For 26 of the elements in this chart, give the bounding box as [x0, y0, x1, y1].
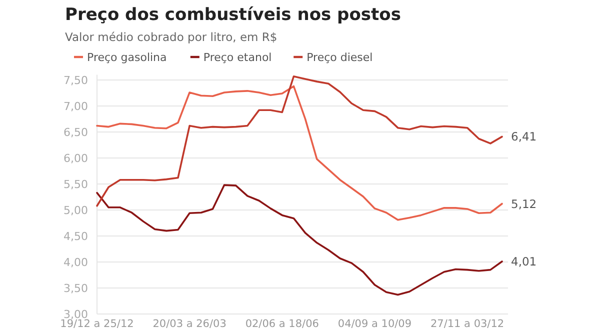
data-label: 5,12: [511, 196, 537, 211]
y-tick-label: 4,00: [64, 256, 88, 269]
line-series: [96, 184, 503, 296]
data-label: 6,41: [511, 130, 537, 144]
x-tick-label: 20/03 a 26/03: [152, 318, 226, 330]
chart-subtitle: Valor médio cobrado por litro, em R$: [65, 30, 278, 44]
y-tick-label: 7,00: [64, 100, 88, 113]
y-tick-label: 3,50: [64, 282, 88, 295]
y-tick-label: 7,50: [64, 74, 88, 87]
y-tick-label: 6,50: [64, 126, 88, 139]
y-tick-label: 5,00: [64, 204, 88, 217]
legend-label: Preço gasolina: [87, 51, 167, 64]
x-tick-label: 19/12 a 25/12: [60, 318, 134, 330]
legend-label: Preço etanol: [203, 51, 272, 64]
x-tick-label: 27/11 a 03/12: [430, 318, 504, 330]
legend-label: Preço diesel: [306, 51, 373, 64]
line-series: [96, 85, 503, 221]
data-label: 4,01: [511, 254, 537, 268]
line-series: [96, 75, 503, 207]
chart-title: Preço dos combustíveis nos postos: [65, 5, 401, 25]
y-tick-label: 4,50: [64, 230, 88, 243]
x-tick-label: 04/09 a 10/09: [338, 318, 412, 330]
y-tick-label: 6,00: [64, 152, 88, 165]
y-tick-label: 5,50: [64, 178, 88, 191]
y-tick-label: 3,00: [64, 308, 88, 321]
x-tick-label: 02/06 a 18/06: [245, 318, 320, 330]
